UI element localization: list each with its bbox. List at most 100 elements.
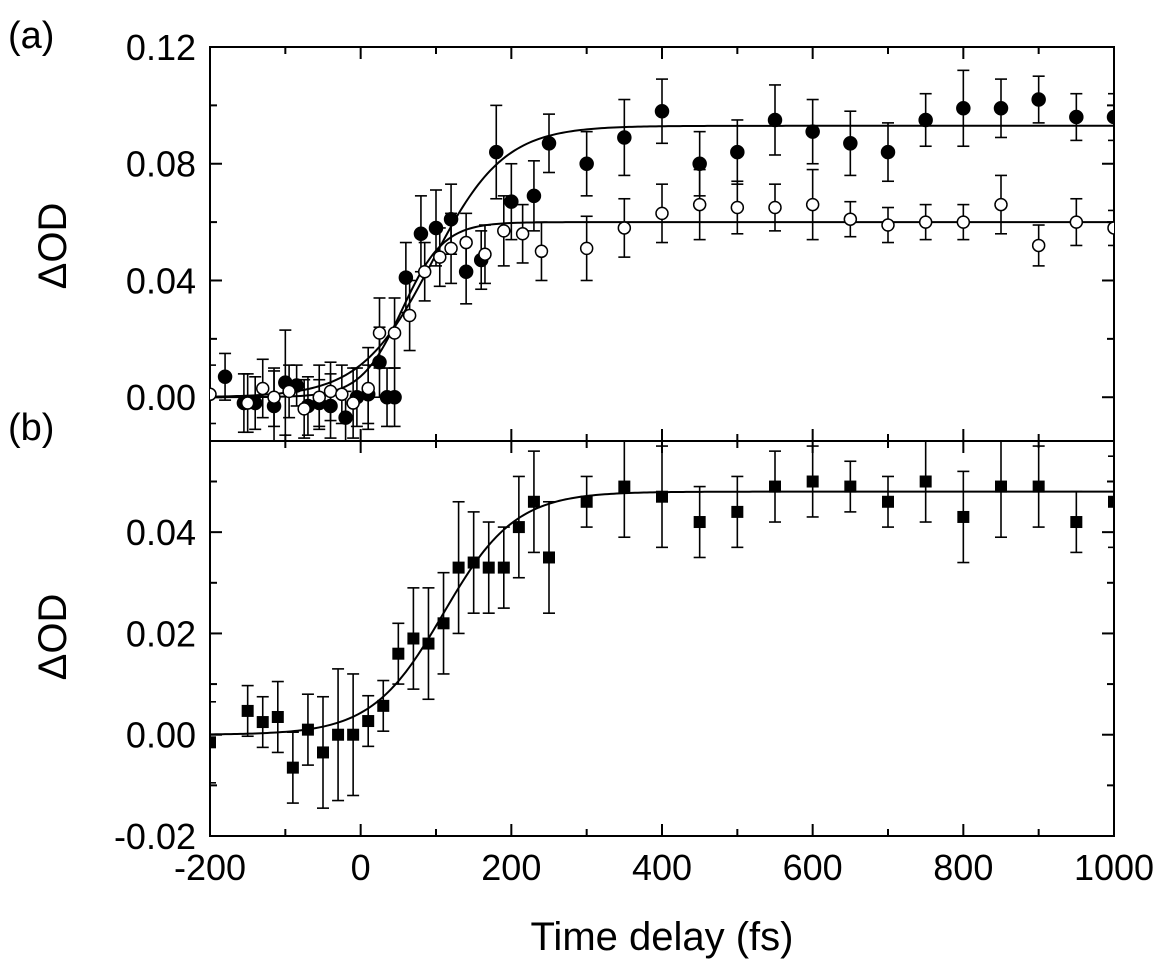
- data-point-filled-square: [467, 556, 480, 569]
- data-point-filled-square: [256, 716, 269, 729]
- data-point-filled-circle: [413, 226, 429, 242]
- x-tick-label: 400: [632, 847, 692, 888]
- data-point-filled-square: [210, 736, 216, 749]
- data-point-filled-square: [271, 710, 284, 723]
- data-point-open-circle: [444, 241, 458, 256]
- panel-a-plot: 0.00 0.04 0.08 0.12: [126, 27, 1115, 442]
- data-point-filled-circle: [217, 369, 233, 385]
- y-tick-label: 0.02: [126, 613, 196, 654]
- data-point-filled-circle: [617, 130, 632, 145]
- data-point-open-circle: [361, 381, 375, 396]
- data-point-filled-square: [693, 516, 706, 529]
- data-point-open-circle: [335, 387, 349, 402]
- data-point-filled-square: [957, 510, 970, 523]
- y-tick-label: 0.12: [126, 27, 196, 68]
- data-point-filled-square: [482, 561, 495, 574]
- fit-curve: [210, 221, 1114, 399]
- data-point-open-circle: [497, 224, 511, 238]
- data-point-filled-square: [437, 617, 450, 630]
- x-tick-label: 200: [481, 847, 541, 888]
- data-point-filled-circle: [805, 124, 820, 139]
- data-point-filled-square: [656, 490, 668, 503]
- data-point-filled-square: [543, 551, 555, 564]
- data-point-open-circle: [255, 381, 270, 396]
- data-point-open-circle: [267, 390, 281, 404]
- data-point-open-circle: [843, 212, 858, 226]
- data-point-filled-square: [377, 699, 390, 712]
- data-point-open-circle: [918, 215, 933, 229]
- data-point-open-circle: [579, 241, 594, 256]
- data-point-filled-square: [422, 637, 435, 650]
- data-point-filled-square: [392, 647, 405, 660]
- data-layer: [210, 441, 1114, 809]
- panel-a-y-axis-title: ΔOD: [31, 203, 75, 290]
- data-point-open-circle: [1069, 215, 1084, 229]
- x-axis-title: Time delay (fs): [530, 915, 793, 959]
- data-point-filled-square: [452, 561, 465, 574]
- data-point-filled-circle: [956, 101, 971, 116]
- data-point-open-circle: [282, 384, 296, 399]
- y-tick-label: 0.08: [126, 144, 196, 185]
- data-point-filled-square: [844, 480, 857, 493]
- data-point-filled-square: [527, 495, 540, 508]
- x-tick-label: 0: [351, 847, 371, 888]
- y-tick-label: 0.04: [126, 512, 196, 553]
- data-point-filled-circle: [880, 144, 896, 160]
- data-point-open-circle: [478, 247, 492, 261]
- data-point-filled-circle: [1106, 109, 1114, 125]
- data-point-open-circle: [433, 250, 447, 264]
- data-point-filled-circle: [387, 389, 402, 405]
- panel-b-plot: -200 0 200 400 600 800 1000 -0.02 0.00 0.02 0.04: [114, 440, 1154, 888]
- panel-b-y-axis-title: ΔOD: [31, 594, 75, 681]
- data-point-filled-square: [1032, 480, 1045, 493]
- data-point-filled-circle: [654, 103, 670, 119]
- panel-a-label: (a): [8, 15, 54, 57]
- data-layer: [210, 69, 1114, 441]
- data-point-filled-square: [1070, 516, 1083, 529]
- data-point-open-circle: [323, 384, 338, 399]
- data-point-filled-square: [301, 723, 314, 736]
- data-point-filled-circle: [489, 144, 504, 160]
- data-point-filled-square: [882, 495, 894, 508]
- data-point-filled-square: [286, 761, 299, 774]
- data-point-filled-circle: [1031, 92, 1046, 107]
- data-point-filled-square: [995, 480, 1007, 493]
- data-point-open-circle: [297, 402, 311, 416]
- y-tick-label: 0.04: [126, 260, 196, 301]
- data-point-filled-circle: [730, 144, 745, 160]
- data-point-open-circle: [387, 326, 402, 340]
- data-point-open-circle: [515, 227, 530, 241]
- data-point-filled-square: [618, 480, 631, 493]
- x-tick-label: 800: [933, 847, 993, 888]
- data-point-open-circle: [768, 200, 782, 215]
- data-point-open-circle: [534, 244, 549, 259]
- data-point-filled-square: [497, 561, 510, 574]
- data-point-filled-circle: [579, 156, 594, 171]
- data-point-open-circle: [372, 326, 387, 340]
- y-tick-label: -0.02: [114, 816, 196, 857]
- data-point-filled-circle: [526, 188, 542, 204]
- data-point-filled-circle: [541, 136, 557, 151]
- panel-b-label: (b): [8, 407, 54, 449]
- data-point-open-circle: [417, 264, 432, 279]
- x-tick-label: 600: [783, 847, 843, 888]
- y-tick-label: 0.00: [126, 715, 196, 756]
- x-tick-label: -200: [174, 847, 246, 888]
- data-point-open-circle: [881, 218, 895, 232]
- data-point-filled-square: [332, 728, 345, 741]
- data-point-filled-circle: [504, 194, 519, 209]
- data-point-filled-circle: [918, 112, 933, 128]
- data-point-open-circle: [994, 197, 1008, 212]
- y-tick-label: 0.00: [126, 377, 196, 418]
- data-point-open-circle: [402, 308, 417, 323]
- data-point-filled-circle: [843, 136, 858, 151]
- data-point-open-circle: [312, 390, 326, 404]
- data-point-filled-square: [407, 632, 420, 645]
- data-point-open-circle: [1031, 238, 1046, 253]
- data-point-filled-circle: [1069, 109, 1084, 125]
- data-point-open-circle: [692, 197, 707, 212]
- data-point-filled-square: [769, 480, 781, 493]
- data-point-filled-square: [512, 521, 525, 534]
- data-point-open-circle: [240, 396, 255, 410]
